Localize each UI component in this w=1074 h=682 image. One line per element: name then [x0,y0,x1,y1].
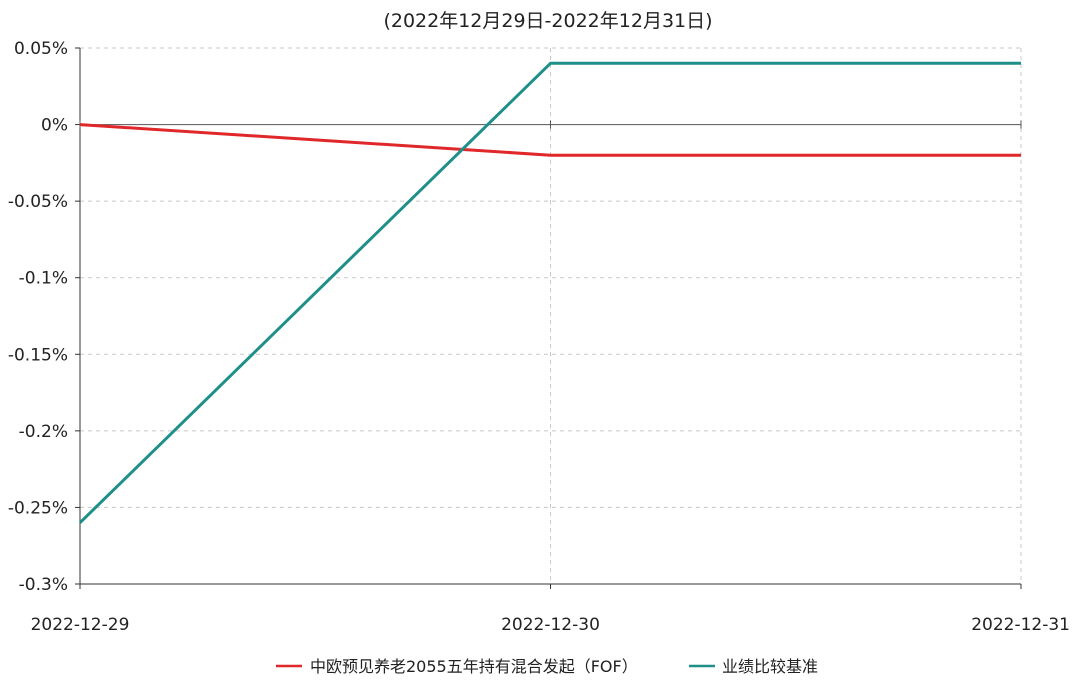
series-line-2 [78,61,1021,524]
y-tick-label: -0.15% [8,345,68,365]
y-tick-label: -0.1% [19,269,68,289]
chart-subtitle: (2022年12月29日-2022年12月31日) [383,10,712,32]
y-tick-label: 0.05% [14,39,68,59]
y-tick-label: 0% [41,116,68,136]
y-tick-label: -0.2% [19,422,68,442]
x-tick-label: 2022-12-29 [31,615,130,635]
series-lines [78,61,1022,524]
legend-label-1: 中欧预见养老2055五年持有混合发起（FOF） [310,657,638,676]
x-axis-ticks: 2022-12-29 2022-12-30 2022-12-31 [31,120,1070,635]
legend-label-2: 业绩比较基准 [722,657,818,676]
y-axis-ticks: 0.05% 0% -0.05% -0.1% -0.15% -0.2% -0.25% -0.3% [8,39,80,595]
y-tick-label: -0.25% [8,498,68,518]
y-tick-label: -0.3% [19,575,68,595]
x-tick-label: 2022-12-31 [971,615,1070,635]
y-tick-label: -0.05% [8,192,68,212]
x-tick-label: 2022-12-30 [501,615,600,635]
legend: 中欧预见养老2055五年持有混合发起（FOF） 业绩比较基准 [276,657,818,676]
